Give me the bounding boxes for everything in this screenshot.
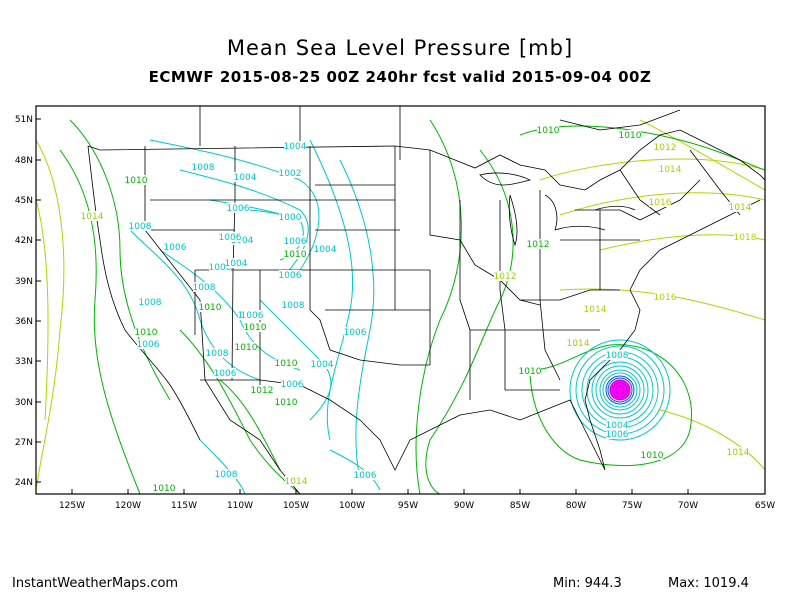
axis-ticks — [36, 118, 766, 494]
contour-label: 1006 — [344, 328, 367, 338]
lon-label: 75W — [622, 501, 642, 511]
contour-label: 1014 — [659, 165, 682, 175]
contour-label: 1010 — [537, 126, 560, 136]
lon-label: 65W — [755, 501, 775, 511]
contour-label: 1012 — [251, 386, 274, 396]
contour-label: 1010 — [199, 303, 222, 313]
contour-label: 1006 — [214, 369, 237, 379]
lon-label: 115W — [171, 501, 197, 511]
high-pressure-contours — [36, 119, 765, 491]
contour-label: 1016 — [654, 293, 677, 303]
contour-label: 1010 — [135, 328, 158, 338]
contour-labels: 1010 101010121014101610181016101410121014… — [81, 125, 757, 494]
contour-label: 1006 — [137, 340, 160, 350]
contour-label: 1006 — [209, 263, 232, 273]
lon-label: 125W — [59, 501, 85, 511]
contour-label: 1006 — [279, 271, 302, 281]
contour-label: 1014 — [727, 448, 750, 458]
contour-label: 1006 — [606, 430, 629, 440]
contour-label: 1004 — [225, 259, 248, 269]
contour-label: 1014 — [285, 477, 308, 487]
contour-label: 1014 — [81, 212, 104, 222]
contour-label: 1012 — [494, 272, 517, 282]
contour-label: 1000 — [279, 213, 302, 223]
lat-label: 24N — [15, 478, 33, 488]
contour-label: 1008 — [193, 283, 216, 293]
contour-label: 1006 — [241, 311, 264, 321]
contour-label: 1008 — [215, 470, 238, 480]
contour-label: 1010 — [275, 398, 298, 408]
contour-label: 1010 — [275, 359, 298, 369]
contour-label: 1010 — [244, 323, 267, 333]
contour-label: 1012 — [527, 240, 550, 250]
lat-label: 33N — [15, 357, 33, 367]
contour-label: 1004 — [231, 236, 254, 246]
lon-label: 85W — [510, 501, 530, 511]
contour-label: 1014 — [729, 203, 752, 213]
contour-label: 1012 — [654, 143, 677, 153]
lon-label: 95W — [398, 501, 418, 511]
contour-label: 1008 — [192, 163, 215, 173]
longitude-labels: 125W 120W 115W 110W 105W 100W 95W 90W 85W 80W 75W 7… — [59, 501, 775, 511]
contour-label: 1010 — [519, 367, 542, 377]
max-pressure: Max: 1019.4 — [668, 576, 749, 591]
contour-label: 1010 — [619, 131, 642, 141]
contour-label: 1010 — [284, 250, 307, 260]
mid-pressure-contours — [59, 119, 765, 494]
lat-label: 45N — [15, 196, 33, 206]
contour-label: 1010 — [153, 484, 176, 494]
contour-label: 1006 — [354, 471, 377, 481]
lon-label: 120W — [115, 501, 141, 511]
contour-label: 1014 — [584, 305, 607, 315]
contour-label: 1008 — [139, 298, 162, 308]
contour-label: 1002 — [279, 169, 302, 179]
contour-label: 1004 — [234, 173, 257, 183]
plot-frame — [35, 105, 766, 495]
lat-label: 39N — [15, 277, 33, 287]
lon-label: 105W — [283, 501, 309, 511]
contour-label: 1006 — [219, 233, 242, 243]
contour-label: 1010 — [125, 176, 148, 186]
contour-label: 1004 — [284, 142, 307, 152]
lat-label: 36N — [15, 317, 33, 327]
lat-label: 30N — [15, 398, 33, 408]
lon-label: 70W — [678, 501, 698, 511]
lat-label: 48N — [15, 156, 33, 166]
contour-label: 1008 — [282, 301, 305, 311]
lat-label: 51N — [15, 115, 33, 125]
lon-label: 80W — [566, 501, 586, 511]
lon-label: 100W — [339, 501, 365, 511]
contour-label: 1004 — [606, 421, 629, 431]
contour-label: 1008 — [606, 351, 629, 361]
map-title: Mean Sea Level Pressure [mb] — [226, 36, 574, 60]
contour-label: 1010 — [235, 343, 258, 353]
contour-label: 1006 — [281, 380, 304, 390]
contour-label: 1016 — [649, 198, 672, 208]
contour-label: 1008 — [206, 349, 229, 359]
min-pressure: Min: 944.3 — [553, 576, 622, 591]
contour-label: 1006 — [227, 204, 250, 214]
contour-label: 1004 — [311, 360, 334, 370]
contour-label: 1006 — [284, 237, 307, 247]
contour-label: 1004 — [314, 245, 337, 255]
contour-label: 1010 — [641, 451, 664, 461]
latitude-labels: 51N 48N 45N 42N 39N 36N 33N 30N 27N 24N — [15, 115, 33, 488]
lon-label: 110W — [227, 501, 253, 511]
contour-label: 1006 — [164, 243, 187, 253]
site-credit: InstantWeatherMaps.com — [12, 576, 179, 591]
lat-label: 42N — [15, 236, 33, 246]
map-subtitle: ECMWF 2015-08-25 00Z 240hr fcst valid 20… — [148, 68, 652, 86]
contour-label: 1014 — [567, 339, 590, 349]
contour-label: 1008 — [129, 222, 152, 232]
lat-label: 27N — [15, 438, 33, 448]
contour-label: 1018 — [734, 233, 757, 243]
lon-label: 90W — [454, 501, 474, 511]
